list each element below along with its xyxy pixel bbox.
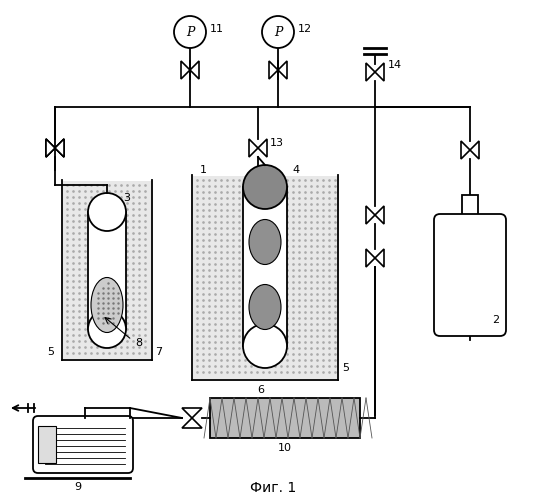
Polygon shape — [375, 249, 384, 267]
Ellipse shape — [249, 284, 281, 330]
FancyBboxPatch shape — [434, 214, 506, 336]
Text: 9: 9 — [74, 482, 81, 492]
Polygon shape — [182, 418, 202, 428]
Polygon shape — [55, 139, 64, 157]
Polygon shape — [46, 139, 55, 157]
Polygon shape — [249, 139, 258, 157]
Polygon shape — [278, 61, 287, 79]
Text: 14: 14 — [388, 60, 402, 70]
FancyBboxPatch shape — [33, 416, 133, 473]
Bar — [38, 426, 56, 463]
Polygon shape — [55, 139, 64, 157]
Text: 10: 10 — [278, 443, 292, 453]
Text: 13: 13 — [270, 138, 284, 148]
Text: 2: 2 — [492, 315, 499, 325]
Bar — [88, 212, 126, 329]
Text: P: P — [274, 26, 282, 40]
Polygon shape — [182, 408, 202, 418]
Bar — [210, 398, 360, 438]
Bar — [193, 176, 337, 379]
Polygon shape — [375, 63, 384, 81]
Text: 4: 4 — [292, 165, 299, 175]
Circle shape — [262, 16, 294, 48]
Ellipse shape — [243, 165, 287, 209]
Bar — [243, 187, 287, 346]
Polygon shape — [366, 63, 375, 81]
Polygon shape — [55, 139, 64, 157]
Text: P: P — [186, 26, 194, 40]
Text: 7: 7 — [155, 347, 162, 357]
Text: 11: 11 — [210, 24, 224, 34]
Polygon shape — [366, 249, 375, 267]
Text: 8: 8 — [135, 338, 142, 348]
Text: Фиг. 1: Фиг. 1 — [250, 481, 296, 495]
Ellipse shape — [88, 193, 126, 231]
Ellipse shape — [243, 324, 287, 368]
Text: 3: 3 — [123, 193, 130, 203]
Polygon shape — [269, 61, 278, 79]
Circle shape — [174, 16, 206, 48]
Polygon shape — [258, 139, 267, 157]
Polygon shape — [46, 139, 55, 157]
Ellipse shape — [249, 220, 281, 264]
Polygon shape — [375, 206, 384, 224]
Bar — [63, 181, 151, 359]
Bar — [462, 195, 478, 217]
Text: 12: 12 — [298, 24, 312, 34]
Ellipse shape — [91, 278, 123, 332]
Polygon shape — [366, 206, 375, 224]
Text: 5: 5 — [47, 347, 54, 357]
Polygon shape — [46, 139, 55, 157]
Text: 6: 6 — [257, 385, 264, 395]
Text: 5: 5 — [342, 363, 349, 373]
Ellipse shape — [88, 310, 126, 348]
Polygon shape — [461, 141, 470, 159]
Polygon shape — [470, 141, 479, 159]
Text: 1: 1 — [200, 165, 207, 175]
Polygon shape — [181, 61, 190, 79]
Polygon shape — [190, 61, 199, 79]
